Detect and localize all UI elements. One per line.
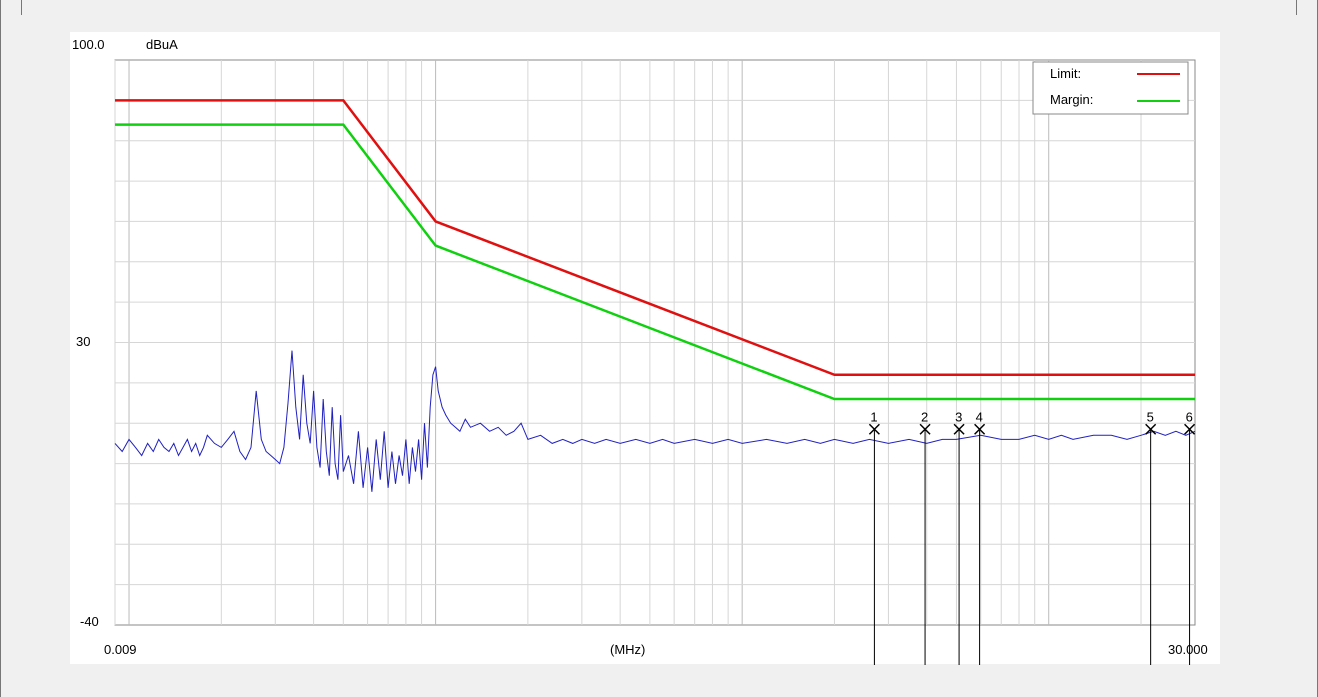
marker-4: 4: [974, 409, 986, 665]
marker-cross: [1184, 423, 1196, 435]
y-axis-unit-label: dBuA: [146, 37, 178, 52]
x-tick-label-right: 30.000: [1168, 642, 1208, 657]
limit-line: [115, 99, 1195, 377]
marker-cross: [919, 423, 931, 435]
series-layer: [114, 99, 1196, 492]
marker-label: 3: [955, 409, 962, 424]
marker-cross: [953, 423, 965, 435]
marker-5: 5: [1145, 409, 1157, 665]
marker-label: 2: [921, 409, 928, 424]
marker-label: 1: [870, 409, 877, 424]
legend: Limit: Margin:: [1032, 61, 1189, 115]
legend-box: [1032, 61, 1189, 115]
x-tick-label-left: 0.009: [104, 642, 137, 657]
marker-1: 1: [868, 409, 880, 665]
frame-corner-right: [1296, 0, 1317, 15]
legend-label-margin: Margin:: [1050, 92, 1093, 107]
marker-6: 6: [1184, 409, 1196, 665]
x-axis-unit-label: (MHz): [610, 642, 645, 657]
marker-label: 6: [1186, 409, 1193, 424]
legend-label-limit: Limit:: [1050, 66, 1081, 81]
marker-cross: [1145, 423, 1157, 435]
marker-3: 3: [953, 409, 965, 665]
y-tick-label-bottom: -40: [80, 614, 99, 629]
y-tick-label-mid: 30: [76, 334, 90, 349]
marker-cross: [974, 423, 986, 435]
frame-corner-left: [1, 0, 22, 15]
grid-lines: [114, 60, 1195, 625]
margin-line: [115, 123, 1195, 401]
marker-label: 5: [1147, 409, 1154, 424]
marker-label: 4: [976, 409, 983, 424]
measured-trace: [114, 350, 1196, 492]
marker-2: 2: [919, 409, 931, 665]
y-tick-label-top: 100.0: [72, 37, 105, 52]
marker-cross: [868, 423, 880, 435]
